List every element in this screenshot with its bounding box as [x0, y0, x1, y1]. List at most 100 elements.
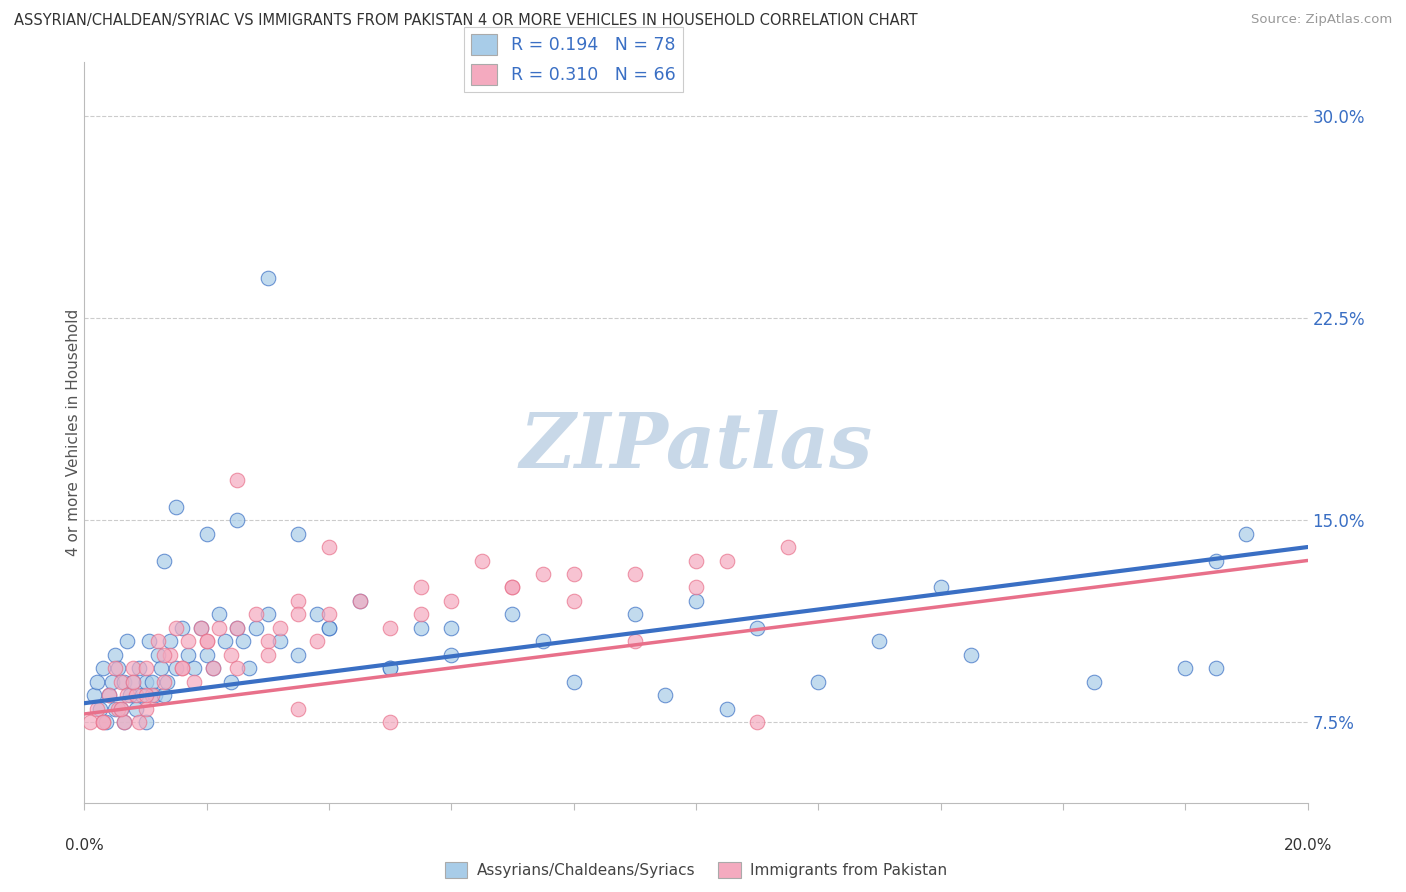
Point	[125, 688, 148, 702]
Point	[165, 500, 187, 514]
Point	[146, 648, 169, 662]
Point	[122, 674, 145, 689]
Point	[135, 714, 157, 729]
Point	[380, 661, 402, 675]
Point	[502, 581, 524, 595]
Point	[685, 553, 707, 567]
Point	[232, 634, 254, 648]
Point	[104, 648, 127, 662]
Point	[201, 661, 224, 675]
Point	[349, 594, 371, 608]
Point	[562, 566, 585, 581]
Point	[110, 674, 132, 689]
Point	[287, 701, 309, 715]
Point	[245, 607, 267, 622]
Point	[135, 688, 157, 702]
Point	[1205, 661, 1227, 675]
Point	[380, 621, 402, 635]
Point	[183, 661, 205, 675]
Point	[238, 661, 260, 675]
Point	[159, 648, 181, 662]
Point	[172, 621, 194, 635]
Point	[287, 648, 309, 662]
Point	[128, 714, 150, 729]
Point	[624, 566, 647, 581]
Legend: Assyrians/Chaldeans/Syriacs, Immigrants from Pakistan: Assyrians/Chaldeans/Syriacs, Immigrants …	[439, 855, 953, 884]
Point	[91, 714, 114, 729]
Text: ASSYRIAN/CHALDEAN/SYRIAC VS IMMIGRANTS FROM PAKISTAN 4 OR MORE VEHICLES IN HOUSE: ASSYRIAN/CHALDEAN/SYRIAC VS IMMIGRANTS F…	[14, 13, 918, 29]
Point	[208, 621, 231, 635]
Point	[159, 634, 181, 648]
Point	[654, 688, 676, 702]
Point	[318, 621, 340, 635]
Point	[226, 621, 249, 635]
Point	[165, 621, 187, 635]
Point	[305, 607, 328, 622]
Point	[226, 621, 249, 635]
Point	[101, 674, 124, 689]
Point	[89, 701, 111, 715]
Point	[226, 473, 249, 487]
Point	[409, 621, 432, 635]
Point	[107, 661, 129, 675]
Point	[138, 634, 160, 648]
Point	[83, 688, 105, 702]
Point	[97, 688, 120, 702]
Point	[747, 714, 769, 729]
Point	[190, 621, 212, 635]
Point	[685, 594, 707, 608]
Point	[287, 526, 309, 541]
Point	[86, 701, 108, 715]
Point	[214, 634, 236, 648]
Point	[112, 714, 135, 729]
Point	[183, 674, 205, 689]
Point	[104, 701, 127, 715]
Point	[257, 607, 280, 622]
Point	[318, 621, 340, 635]
Point	[807, 674, 830, 689]
Point	[287, 607, 309, 622]
Point	[143, 688, 166, 702]
Point	[219, 648, 242, 662]
Point	[440, 594, 463, 608]
Point	[125, 701, 148, 715]
Point	[1205, 553, 1227, 567]
Point	[562, 594, 585, 608]
Point	[177, 634, 200, 648]
Point	[149, 661, 172, 675]
Point	[112, 674, 135, 689]
Point	[318, 540, 340, 554]
Text: Source: ZipAtlas.com: Source: ZipAtlas.com	[1251, 13, 1392, 27]
Point	[91, 714, 114, 729]
Point	[153, 688, 176, 702]
Point	[208, 607, 231, 622]
Point	[562, 674, 585, 689]
Point	[79, 714, 101, 729]
Point	[146, 634, 169, 648]
Point	[305, 634, 328, 648]
Point	[195, 634, 218, 648]
Point	[110, 701, 132, 715]
Point	[318, 607, 340, 622]
Point	[172, 661, 194, 675]
Point	[960, 648, 983, 662]
Point	[869, 634, 891, 648]
Point	[97, 688, 120, 702]
Point	[195, 526, 218, 541]
Point	[195, 634, 218, 648]
Point	[122, 661, 145, 675]
Point	[269, 621, 291, 635]
Point	[219, 674, 242, 689]
Text: 20.0%: 20.0%	[1284, 838, 1331, 853]
Point	[531, 566, 554, 581]
Point	[195, 648, 218, 662]
Point	[201, 661, 224, 675]
Point	[172, 661, 194, 675]
Point	[141, 674, 163, 689]
Point	[135, 674, 157, 689]
Point	[110, 701, 132, 715]
Point	[776, 540, 799, 554]
Point	[624, 607, 647, 622]
Point	[131, 688, 153, 702]
Point	[1083, 674, 1105, 689]
